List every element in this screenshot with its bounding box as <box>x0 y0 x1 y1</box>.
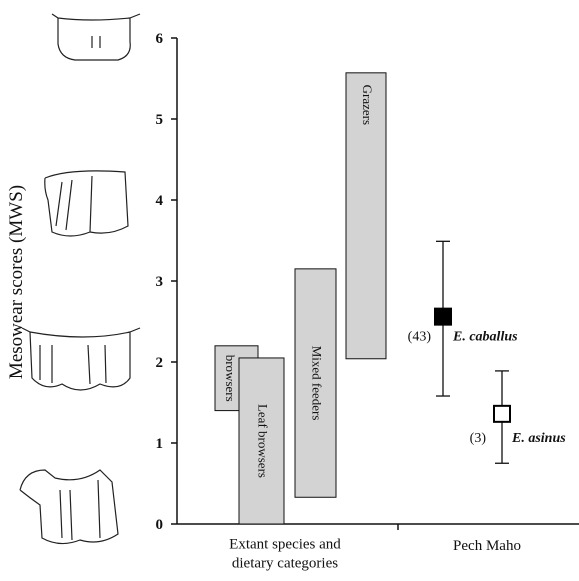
point-label: E. caballus <box>452 330 518 345</box>
y-axis-label: Mesowear scores (MWS) <box>6 185 27 379</box>
y-tick-label: 3 <box>156 274 164 290</box>
range-bar <box>238 357 285 525</box>
y-tick-label: 6 <box>156 31 164 47</box>
y-tick-label: 5 <box>156 112 164 128</box>
point-marker <box>493 404 511 423</box>
y-tick-label: 1 <box>156 436 164 452</box>
range-bar <box>294 268 337 498</box>
y-tick-label: 0 <box>156 517 164 533</box>
x-category-label: Pech Maho <box>453 538 521 554</box>
range-label: Mixed feeders <box>310 346 325 421</box>
y-tick-label: 4 <box>156 193 164 209</box>
range-bar <box>345 72 387 360</box>
y-tick-label: 2 <box>156 355 164 371</box>
point-n-label: (3) <box>470 431 487 446</box>
x-category-label: Extant species and dietary categories <box>229 537 341 572</box>
range-label: Grazers <box>360 85 375 125</box>
range-label: Leaf browsers <box>256 404 271 478</box>
point-marker <box>434 307 452 326</box>
point-n-label: (43) <box>408 330 432 345</box>
point-label: E. asinus <box>511 431 566 446</box>
tooth-drawings <box>19 13 141 545</box>
